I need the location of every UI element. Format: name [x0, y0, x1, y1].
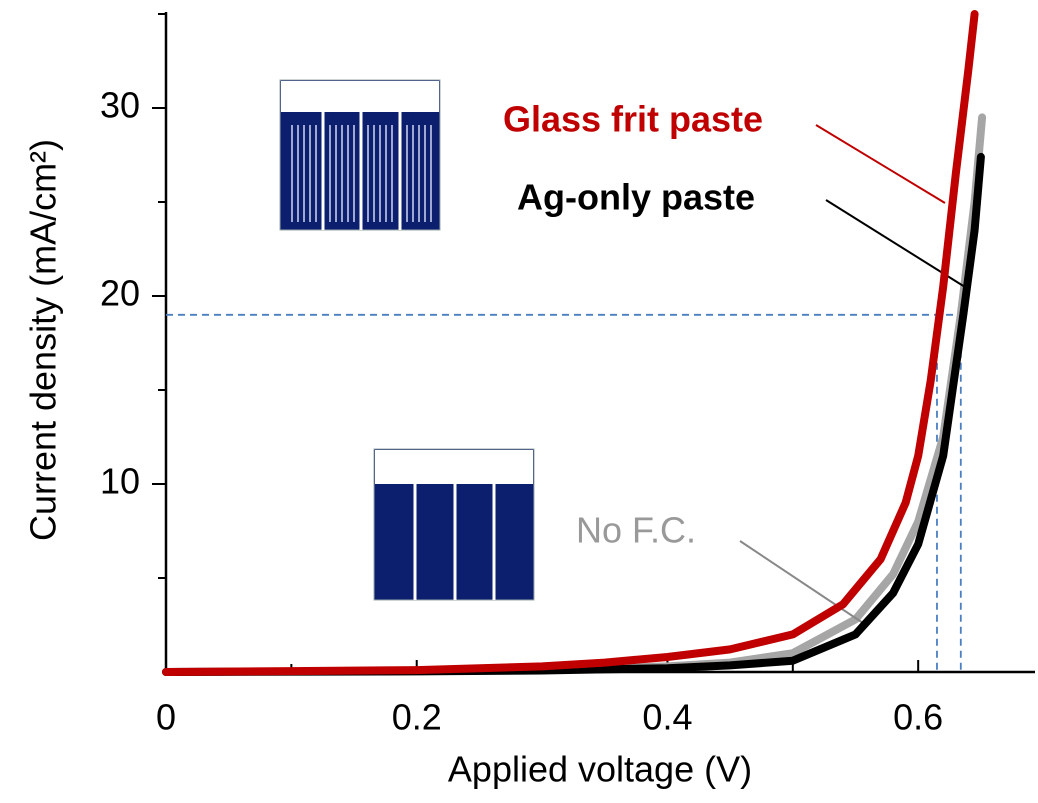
x-tick-label: 0.6 [893, 697, 943, 738]
x-tick-label: 0 [156, 697, 176, 738]
y-tick-label: 20 [100, 273, 140, 314]
series-label: No F.C. [576, 510, 696, 551]
y-tick-label: 10 [100, 461, 140, 502]
inset-bottom [373, 448, 535, 601]
label-leader [739, 540, 867, 626]
x-axis-label: Applied voltage (V) [448, 749, 752, 790]
y-axis-label: Current density (mA/cm²) [23, 139, 64, 541]
x-tick-label: 0.4 [642, 697, 692, 738]
inset-top [279, 79, 441, 231]
label-leader [815, 124, 946, 204]
y-tick-label: 30 [100, 85, 140, 126]
series-line [162, 10, 979, 676]
x-tick-label: 0.2 [392, 697, 442, 738]
series-label: Glass frit paste [503, 99, 763, 140]
series-line [162, 152, 985, 676]
series-label: Ag-only paste [517, 177, 755, 218]
